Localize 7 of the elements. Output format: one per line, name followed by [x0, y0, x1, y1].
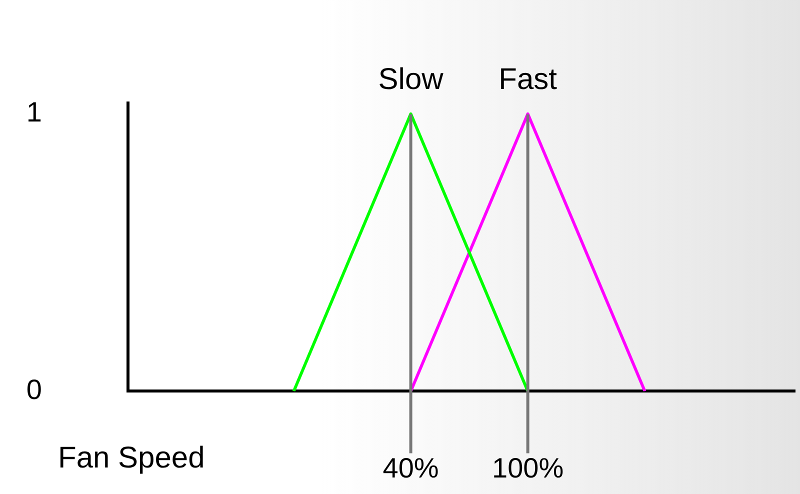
- y-tick-label: 0: [26, 374, 42, 405]
- y-tick-label: 1: [26, 96, 42, 128]
- x-axis-title: Fan Speed: [58, 441, 205, 474]
- x-tick-label: 40%: [382, 452, 439, 484]
- x-tick-label: 100%: [492, 452, 564, 484]
- series-label: Fast: [498, 63, 558, 96]
- series-label: Slow: [378, 63, 444, 96]
